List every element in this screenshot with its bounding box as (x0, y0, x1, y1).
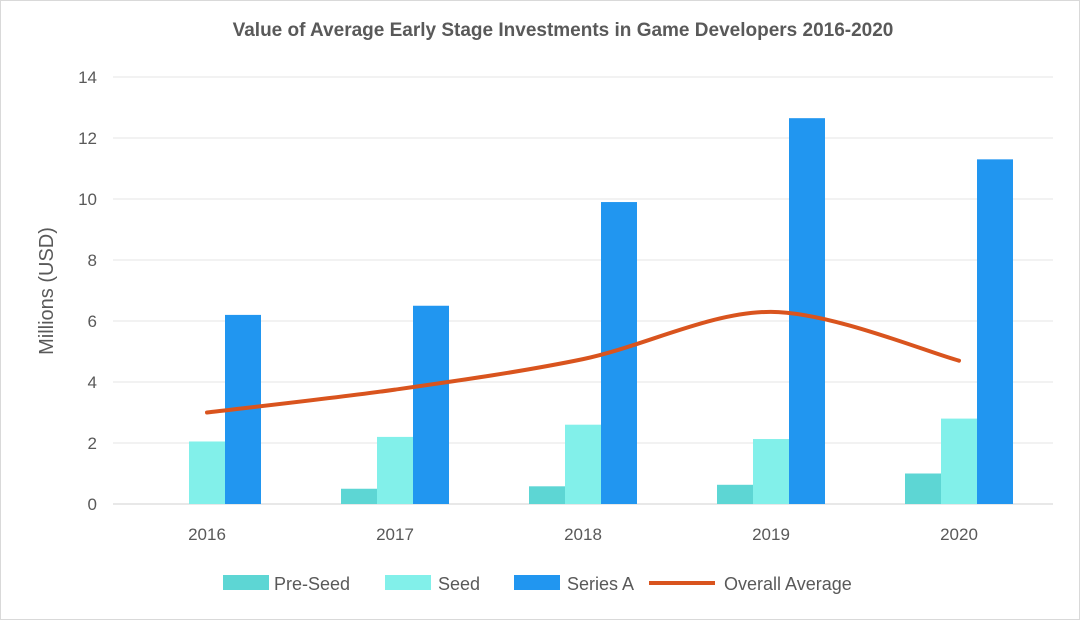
x-tick-label: 2019 (752, 525, 790, 544)
legend-label: Series A (567, 574, 634, 594)
bar-series-a-2017 (413, 305, 449, 504)
bar-seed-2016 (189, 441, 225, 504)
bar-pre-seed-2017 (341, 488, 377, 504)
y-tick-label: 2 (88, 434, 97, 453)
y-tick-label: 4 (88, 373, 97, 392)
y-tick-label: 6 (88, 312, 97, 331)
bar-pre-seed-2019 (717, 484, 753, 504)
y-tick-label: 0 (88, 495, 97, 514)
legend: Pre-Seed Seed Series A Overall Average (223, 574, 852, 594)
legend-label: Overall Average (724, 574, 852, 594)
bar-pre-seed-2018 (529, 486, 565, 504)
x-tick-label: 2016 (188, 525, 226, 544)
bar-seed-2020 (941, 418, 977, 504)
legend-swatch-seed (385, 575, 431, 590)
y-tick-label: 10 (78, 190, 97, 209)
y-tick-label: 12 (78, 129, 97, 148)
bar-seed-2019 (753, 439, 789, 504)
legend-label: Seed (438, 574, 480, 594)
x-tick-labels: 2016 2017 2018 2019 2020 (188, 525, 978, 544)
bar-seed-2017 (377, 436, 413, 504)
legend-label: Pre-Seed (274, 574, 350, 594)
average-line (205, 309, 961, 415)
y-tick-label: 8 (88, 251, 97, 270)
x-tick-label: 2020 (940, 525, 978, 544)
y-axis-label: Millions (USD) (36, 227, 58, 355)
chart-title: Value of Average Early Stage Investments… (233, 20, 894, 41)
y-tick-labels: 0 2 4 6 8 10 12 14 (78, 68, 97, 514)
y-tick-label: 14 (78, 68, 97, 87)
x-tick-label: 2017 (376, 525, 414, 544)
x-tick-label: 2018 (564, 525, 602, 544)
bars (189, 118, 1013, 505)
legend-swatch-series-a (514, 575, 560, 590)
overall-average-line (205, 309, 961, 415)
legend-swatch-pre-seed (223, 575, 269, 590)
bar-series-a-2019 (789, 118, 825, 505)
gridlines (113, 76, 1053, 505)
bar-seed-2018 (565, 424, 601, 504)
bar-series-a-2020 (977, 159, 1013, 504)
bar-pre-seed-2020 (905, 473, 941, 504)
